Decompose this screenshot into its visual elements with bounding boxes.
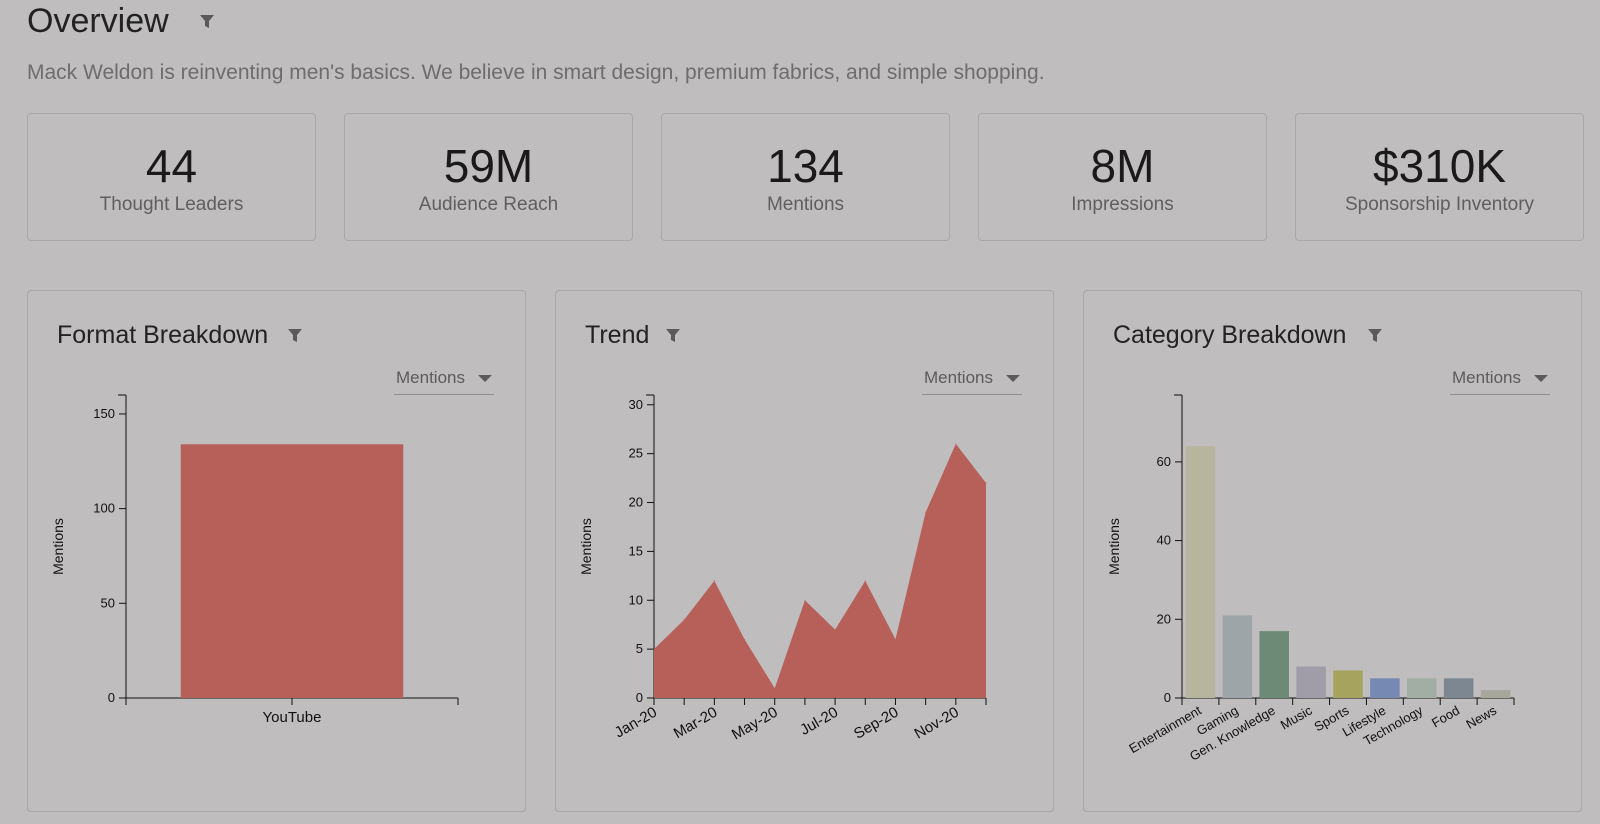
x-tick-label: News: [1463, 702, 1499, 731]
bar: [1222, 615, 1253, 698]
x-tick-label: Jan-20: [612, 704, 660, 742]
data-point: [653, 648, 655, 650]
y-tick-label: 60: [1157, 454, 1171, 469]
chevron-down-icon: [478, 375, 492, 382]
x-tick-label: Jul-20: [797, 704, 841, 739]
stat-value: $310K: [1372, 140, 1506, 192]
bar: [1443, 678, 1474, 698]
y-tick-label: 0: [108, 690, 115, 705]
x-tick-label: YouTube: [263, 709, 322, 726]
metric-dropdown-label: Mentions: [1452, 368, 1521, 387]
stat-value: 8M: [1090, 140, 1155, 192]
y-tick-label: 150: [93, 406, 115, 421]
y-axis-label: Mentions: [578, 518, 594, 575]
stat-label: Sponsorship Inventory: [1344, 194, 1535, 215]
y-tick-label: 30: [629, 397, 643, 412]
y-tick-label: 10: [629, 592, 643, 607]
x-tick-label: Food: [1429, 703, 1462, 731]
metric-dropdown-label: Mentions: [396, 368, 465, 387]
trend-panel: Trend Mentions 0 5 10 15 20 25 30 Mentions Jan-2…: [555, 290, 1054, 812]
bar: [1259, 631, 1289, 698]
metric-dropdown[interactable]: Mentions: [922, 367, 1022, 395]
stat-label: Thought Leaders: [99, 194, 244, 215]
panel-title: Trend: [585, 321, 650, 349]
filter-icon[interactable]: [1366, 327, 1384, 345]
x-tick-label: Music: [1278, 702, 1315, 732]
y-tick-label: 20: [629, 495, 643, 510]
y-tick-label: 15: [629, 543, 643, 558]
bar: [1480, 690, 1511, 698]
bar: [1185, 446, 1216, 698]
bar: [1333, 670, 1363, 698]
y-tick-label: 5: [636, 641, 643, 656]
metric-dropdown[interactable]: Mentions: [394, 367, 494, 395]
stat-card-sponsorship-inventory: $310K Sponsorship Inventory: [1295, 113, 1584, 241]
y-axis-label: Mentions: [50, 518, 66, 575]
category-breakdown-panel: Category Breakdown Mentions 0 20 40 60 Menti…: [1083, 290, 1582, 812]
stat-label: Mentions: [766, 194, 845, 215]
bar: [180, 444, 404, 698]
area-series: [654, 443, 986, 698]
stat-card-thought-leaders: 44 Thought Leaders: [27, 113, 316, 241]
data-point: [955, 443, 957, 445]
chevron-down-icon: [1534, 375, 1548, 382]
metric-dropdown[interactable]: Mentions: [1450, 367, 1550, 395]
format-breakdown-chart: 0 50 100 150 Mentions YouTube: [50, 394, 459, 726]
y-axis-label: Mentions: [1106, 518, 1122, 575]
x-tick-label: May-20: [729, 704, 781, 744]
chevron-down-icon: [1006, 375, 1020, 382]
y-tick-label: 0: [1164, 690, 1171, 705]
x-tick-label: Sep-20: [851, 704, 901, 743]
stat-card-impressions: 8M Impressions: [978, 113, 1267, 241]
y-tick-label: 100: [93, 501, 115, 516]
page-title: Overview: [27, 2, 169, 40]
y-tick-label: 20: [1157, 611, 1171, 626]
stat-card-audience-reach: 59M Audience Reach: [344, 113, 633, 241]
data-point: [834, 629, 836, 631]
y-tick-label: 25: [629, 446, 643, 461]
data-point: [925, 511, 927, 513]
data-point: [894, 638, 896, 640]
data-point: [774, 687, 776, 689]
metric-dropdown-label: Mentions: [924, 368, 993, 387]
trend-chart: 0 5 10 15 20 25 30 Mentions Jan-20 Mar-20 May-20 Ju…: [578, 394, 987, 744]
data-point: [804, 599, 806, 601]
stat-card-mentions: 134 Mentions: [661, 113, 950, 241]
panel-title: Format Breakdown: [57, 321, 269, 349]
stat-label: Audience Reach: [418, 194, 559, 215]
bar: [1407, 678, 1437, 698]
data-point: [713, 580, 715, 582]
bar: [1370, 678, 1400, 698]
y-tick-label: 40: [1157, 533, 1171, 548]
stat-label: Impressions: [1071, 194, 1174, 215]
stat-value: 134: [767, 140, 844, 192]
filter-icon[interactable]: [198, 13, 216, 31]
page-subtitle: Mack Weldon is reinventing men's basics.…: [27, 61, 1045, 84]
filter-icon[interactable]: [286, 327, 304, 345]
data-point: [864, 580, 866, 582]
data-point: [985, 482, 987, 484]
stat-value: 44: [145, 140, 198, 192]
stat-value: 59M: [443, 140, 534, 192]
data-point: [683, 619, 685, 621]
data-point: [744, 638, 746, 640]
filter-icon[interactable]: [664, 327, 682, 345]
format-breakdown-panel: Format Breakdown Mentions 0 50 100 150 Menti…: [27, 290, 526, 812]
y-tick-label: 0: [636, 690, 643, 705]
bar: [1296, 666, 1326, 698]
x-tick-label: Mar-20: [671, 704, 721, 742]
y-tick-label: 50: [101, 595, 115, 610]
x-tick-label: Nov-20: [911, 704, 961, 743]
panel-title: Category Breakdown: [1113, 321, 1347, 349]
